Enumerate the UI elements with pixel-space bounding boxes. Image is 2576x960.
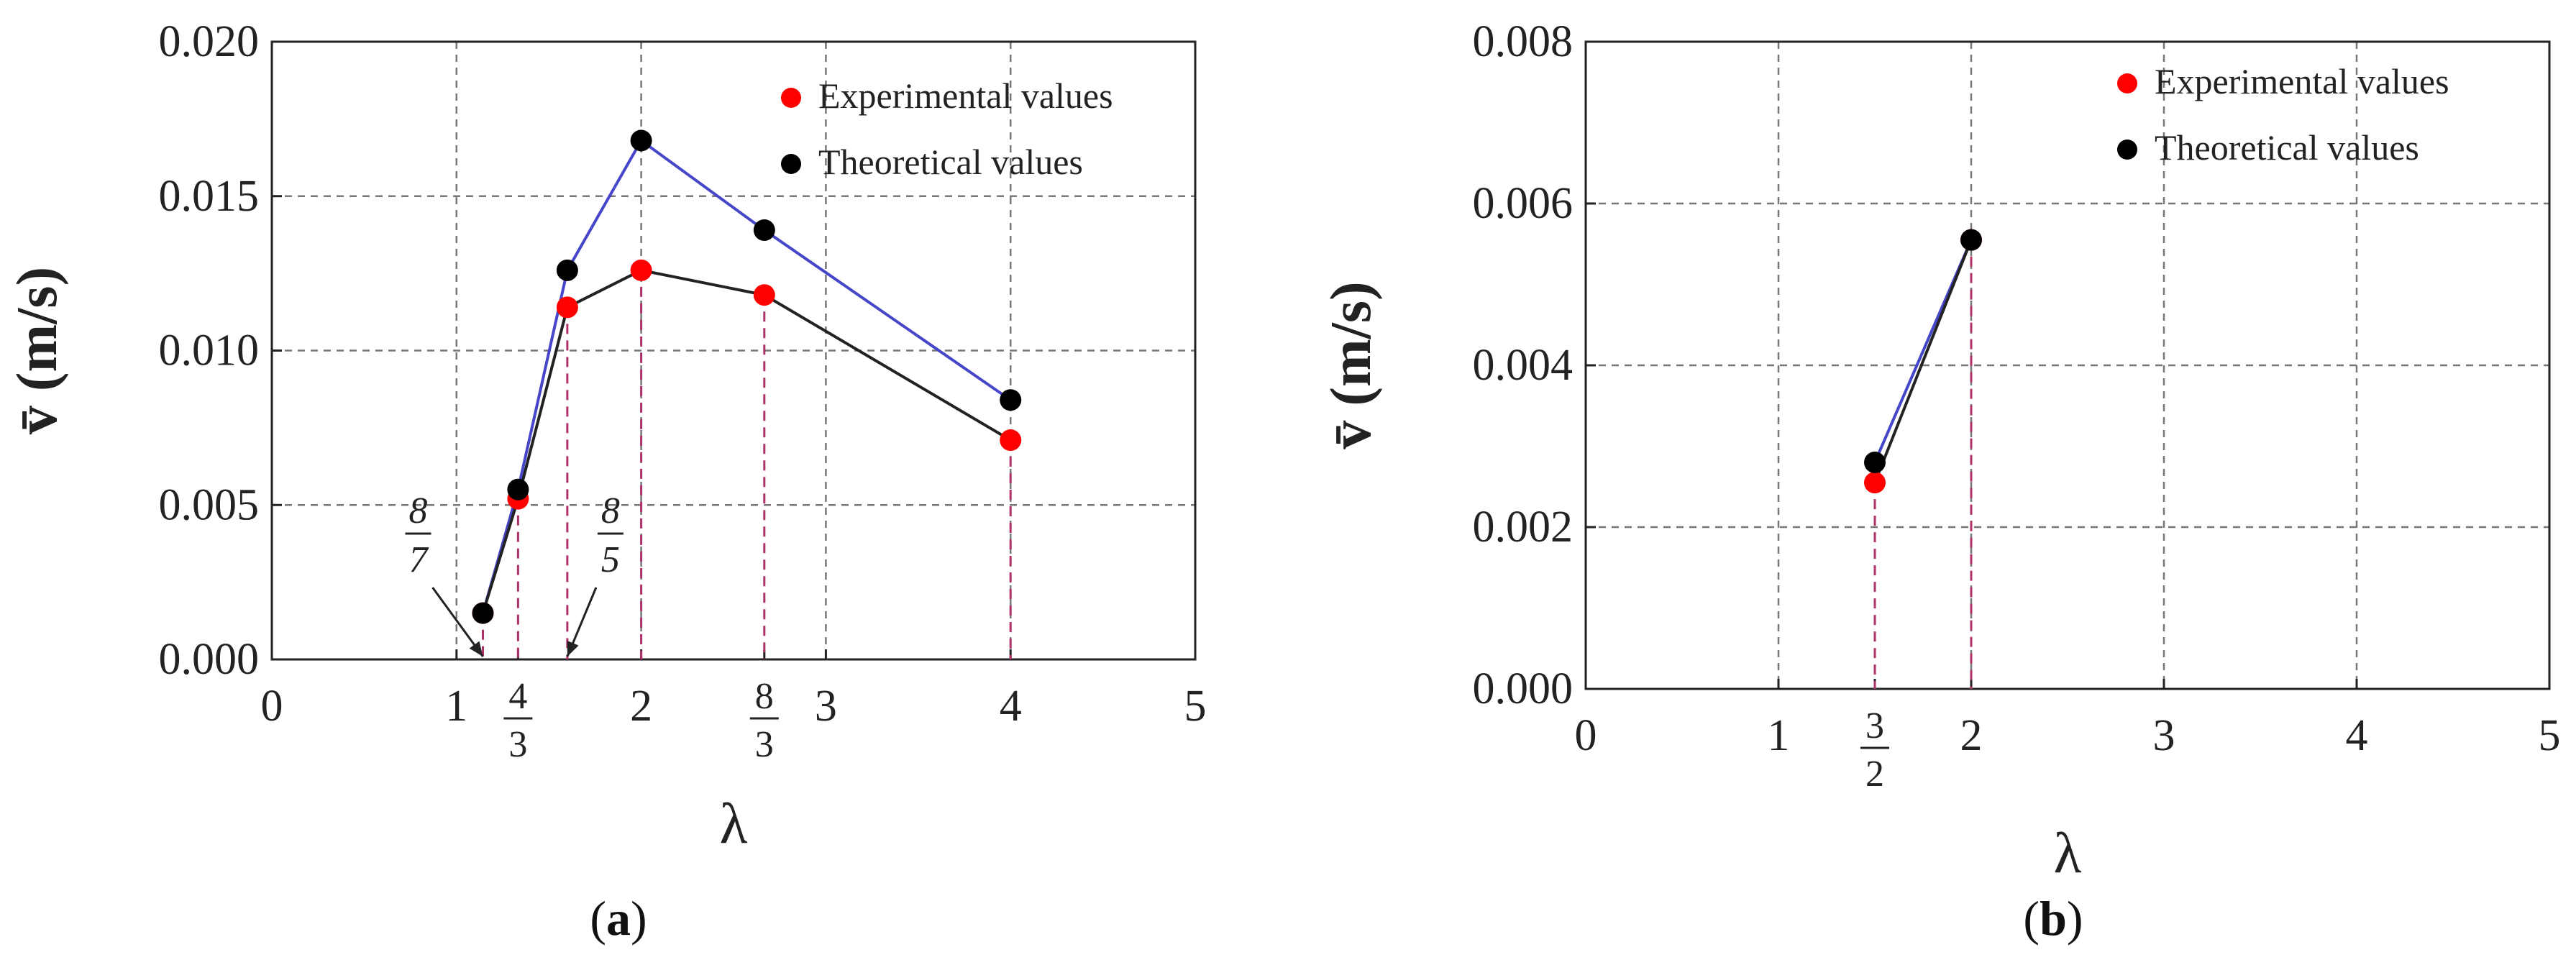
x-tick-label: 2 xyxy=(1960,711,1983,760)
data-point-theoretical xyxy=(1960,229,1982,251)
x-fraction-tick-label: 83 xyxy=(749,676,779,765)
y-tick-label: 0.006 xyxy=(1473,179,1574,228)
data-point-theoretical xyxy=(472,602,494,624)
y-tick-label: 0.010 xyxy=(159,326,260,375)
data-point-theoretical xyxy=(1864,452,1886,473)
legend-marker xyxy=(2117,140,2137,160)
panel-label: (b) xyxy=(2023,891,2083,946)
x-axis-label: λ xyxy=(2054,822,2082,885)
annotation-numerator: 8 xyxy=(601,490,620,531)
y-tick-label: 0.020 xyxy=(159,17,260,66)
fraction-numerator: 4 xyxy=(508,676,527,717)
series-line-experimental xyxy=(481,268,1012,614)
x-tick-label: 0 xyxy=(1575,711,1597,760)
data-point-experimental xyxy=(753,284,775,306)
legend-label: Experimental values xyxy=(818,76,1113,116)
y-tick-label: 0.015 xyxy=(159,172,260,221)
y-axis-label: v̄ (m/s) xyxy=(6,267,69,434)
y-tick-label: 0.002 xyxy=(1473,503,1574,552)
annotation-fraction: 87 xyxy=(405,490,484,657)
y-tick-label: 0.008 xyxy=(1473,17,1574,66)
x-fraction-tick-label: 43 xyxy=(503,676,533,765)
data-point-experimental xyxy=(556,296,578,319)
x-tick-label: 4 xyxy=(1000,682,1022,731)
x-axis-label: λ xyxy=(720,792,748,856)
data-point-experimental xyxy=(630,259,652,281)
legend-marker xyxy=(781,154,801,174)
data-point-experimental xyxy=(1864,472,1886,494)
y-tick-label: 0.000 xyxy=(1473,664,1574,713)
fraction-numerator: 3 xyxy=(1865,705,1884,746)
legend-marker xyxy=(2117,73,2137,93)
x-tick-label: 1 xyxy=(445,682,467,731)
fraction-denominator: 2 xyxy=(1865,754,1884,795)
x-tick-label: 2 xyxy=(630,682,652,731)
x-tick-label: 0 xyxy=(261,682,283,731)
x-tick-label: 3 xyxy=(2153,711,2175,760)
legend-marker xyxy=(781,88,801,108)
data-point-theoretical xyxy=(753,219,775,241)
annotation-arrowhead xyxy=(567,641,579,657)
data-point-theoretical xyxy=(507,478,529,500)
series-line-theoretical xyxy=(481,138,1012,614)
data-point-theoretical xyxy=(556,259,578,281)
data-point-theoretical xyxy=(1000,389,1022,411)
x-tick-label: 5 xyxy=(2539,711,2561,760)
x-tick-label: 4 xyxy=(2346,711,2368,760)
annotation-arrowhead xyxy=(469,641,483,657)
data-point-experimental xyxy=(1000,429,1022,452)
x-tick-label: 1 xyxy=(1768,711,1790,760)
x-tick-label: 5 xyxy=(1184,682,1207,731)
x-tick-label: 3 xyxy=(815,682,837,731)
annotation-denominator: 7 xyxy=(408,539,429,580)
y-axis-label: v̄ (m/s) xyxy=(1320,281,1383,449)
annotation-numerator: 8 xyxy=(408,490,427,531)
annotation-denominator: 5 xyxy=(601,539,620,580)
legend: Experimental values Theoretical values xyxy=(781,76,1113,182)
fraction-denominator: 3 xyxy=(755,724,774,765)
annotation-fraction: 85 xyxy=(566,490,624,657)
legend-label: Experimental values xyxy=(2155,61,2449,101)
legend-label: Theoretical values xyxy=(2155,127,2419,168)
fraction-denominator: 3 xyxy=(508,724,527,765)
data-point-theoretical xyxy=(630,129,652,152)
fraction-numerator: 8 xyxy=(755,676,774,717)
panel-label: (a) xyxy=(590,891,647,946)
x-fraction-tick-label: 32 xyxy=(1860,705,1889,795)
y-tick-label: 0.000 xyxy=(159,635,260,684)
legend: Experimental values Theoretical values xyxy=(2117,61,2449,168)
y-tick-label: 0.004 xyxy=(1473,341,1574,390)
legend-label: Theoretical values xyxy=(818,142,1083,182)
series-line-experimental xyxy=(1873,239,1973,483)
y-tick-label: 0.005 xyxy=(159,480,260,529)
